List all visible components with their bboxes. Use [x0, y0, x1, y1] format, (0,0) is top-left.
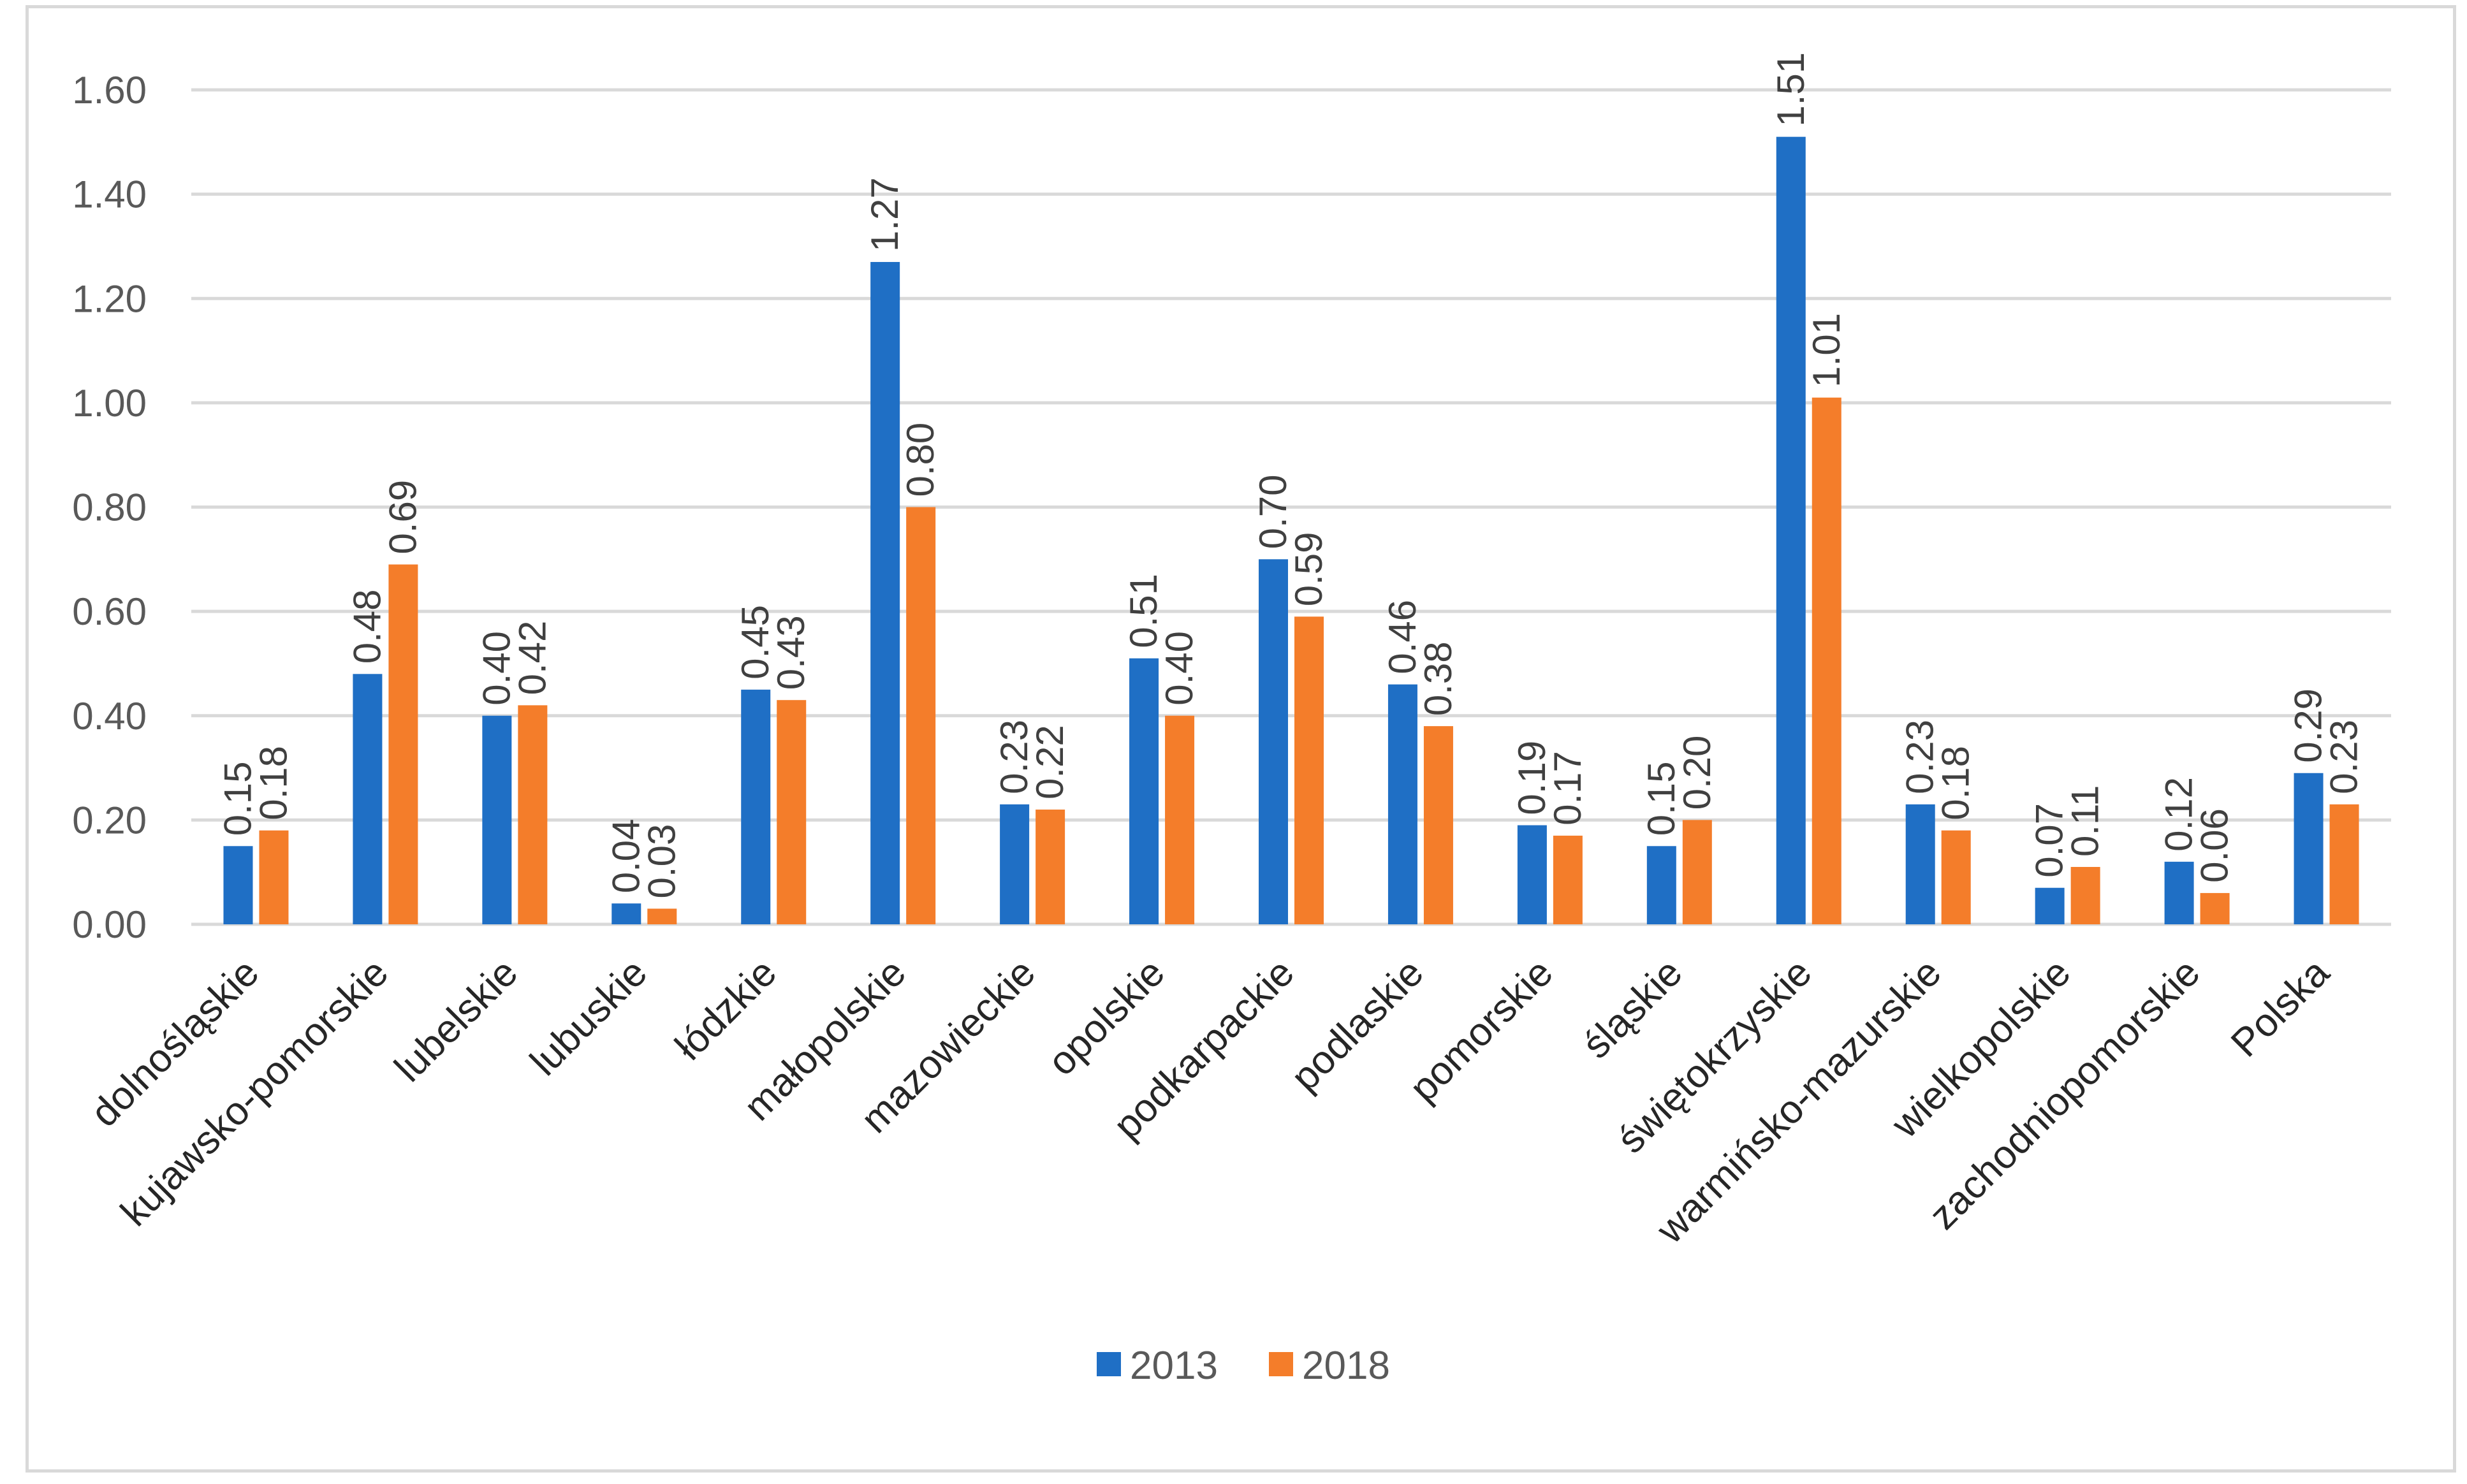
- bar-2018-15: [2200, 892, 2230, 924]
- bar-2018-12: [1812, 397, 1841, 924]
- bar-2018-0: [259, 830, 289, 924]
- data-label-2018-6: 0.22: [1029, 725, 1071, 799]
- data-label-2013-2: 0.40: [475, 631, 518, 706]
- legend-swatch-2013: [1097, 1352, 1121, 1376]
- data-label-2013-10: 0.19: [1511, 741, 1553, 815]
- chart-canvas: 0.00 0.20 0.40 0.60 0.80 1.00 1.20 1.40 1.60 0.1…: [72, 52, 2391, 1388]
- gridlines: [191, 88, 2391, 926]
- y-tick-label: 0.80: [72, 486, 147, 529]
- data-label-2013-11: 0.15: [1640, 762, 1683, 836]
- bar-2018-3: [647, 908, 677, 924]
- bar-2013-8: [1259, 559, 1288, 924]
- bar-2013-5: [870, 261, 900, 925]
- bar-2013-1: [353, 674, 383, 924]
- bar-2018-13: [1941, 830, 1971, 924]
- data-label-2013-3: 0.04: [604, 818, 647, 893]
- bar-2018-8: [1294, 616, 1324, 924]
- bar-2013-3: [611, 903, 641, 924]
- bar-2018-7: [1165, 715, 1195, 924]
- data-label-2018-9: 0.38: [1417, 641, 1460, 716]
- data-label-2018-13: 0.18: [1935, 746, 1977, 820]
- bar-2013-0: [223, 846, 253, 924]
- data-label-2018-10: 0.17: [1546, 751, 1589, 826]
- bar-2013-7: [1129, 658, 1159, 924]
- bar-2013-11: [1646, 846, 1676, 924]
- data-label-2018-12: 1.01: [1805, 313, 1848, 388]
- category-label: lubuskie: [522, 950, 656, 1084]
- data-label-2018-15: 0.06: [2193, 808, 2236, 883]
- bar-2018-4: [777, 700, 807, 924]
- y-tick-label: 0.20: [72, 799, 147, 841]
- data-label-2018-4: 0.43: [770, 615, 812, 690]
- y-axis-tick-labels: 0.00 0.20 0.40 0.60 0.80 1.00 1.20 1.40 1.60: [72, 69, 147, 946]
- data-label-2013-1: 0.48: [346, 590, 388, 664]
- legend-label-2018: 2018: [1302, 1344, 1390, 1388]
- y-tick-label: 1.40: [72, 173, 147, 216]
- bar-2013-12: [1776, 136, 1806, 925]
- data-label-2018-16: 0.23: [2323, 720, 2366, 794]
- data-label-2013-5: 1.27: [863, 177, 906, 252]
- bar-2018-9: [1423, 726, 1453, 924]
- category-labels: dolnośląskiekujawsko-pomorskielubelskiel…: [82, 950, 2338, 1253]
- bar-2018-6: [1036, 810, 1065, 924]
- data-label-2013-4: 0.45: [734, 605, 777, 680]
- data-label-2013-15: 0.12: [2158, 777, 2200, 852]
- bar-2013-6: [1000, 804, 1030, 924]
- bar-2018-2: [518, 705, 548, 924]
- category-label: opolskie: [1039, 950, 1173, 1084]
- bar-2013-14: [2035, 887, 2065, 924]
- data-label-2013-6: 0.23: [993, 720, 1036, 794]
- bar-2013-15: [2164, 861, 2194, 924]
- bar-2018-14: [2070, 867, 2100, 924]
- data-label-2018-3: 0.03: [640, 824, 683, 899]
- data-label-2018-11: 0.20: [1676, 736, 1718, 810]
- y-tick-label: 0.40: [72, 695, 147, 738]
- category-label: lubelskie: [386, 950, 526, 1090]
- category-label: śląskie: [1574, 950, 1691, 1067]
- legend: 2013 2018: [1097, 1344, 1390, 1388]
- data-label-2013-12: 1.51: [1769, 52, 1812, 127]
- data-label-2013-9: 0.46: [1381, 600, 1424, 674]
- data-label-2013-13: 0.23: [1899, 720, 1942, 794]
- legend-label-2013: 2013: [1130, 1344, 1218, 1388]
- y-tick-label: 1.00: [72, 382, 147, 425]
- bar-2013-10: [1517, 825, 1547, 924]
- bar-2018-16: [2329, 804, 2359, 924]
- data-label-2018-14: 0.11: [2064, 785, 2107, 857]
- bar-2013-13: [1905, 804, 1935, 924]
- data-label-2013-0: 0.15: [216, 762, 259, 836]
- data-labels: 0.150.180.480.690.400.420.040.030.450.43…: [216, 52, 2365, 899]
- bars: [223, 136, 2359, 925]
- data-label-2018-0: 0.18: [252, 746, 295, 820]
- data-label-2018-8: 0.59: [1287, 532, 1330, 607]
- data-label-2018-5: 0.80: [899, 423, 942, 497]
- data-label-2013-14: 0.07: [2028, 803, 2071, 878]
- y-tick-label: 0.60: [72, 590, 147, 633]
- data-label-2018-2: 0.42: [511, 621, 553, 695]
- bar-2018-11: [1682, 820, 1712, 924]
- category-label: łódzkie: [667, 950, 785, 1068]
- data-label-2013-7: 0.51: [1122, 574, 1165, 648]
- bar-2018-1: [388, 564, 418, 924]
- bar-2018-10: [1553, 835, 1583, 924]
- bar-2013-2: [482, 715, 512, 924]
- data-label-2013-8: 0.70: [1252, 475, 1294, 549]
- y-tick-label: 1.20: [72, 277, 147, 320]
- legend-swatch-2018: [1269, 1352, 1293, 1376]
- category-label: pomorskie: [1402, 950, 1562, 1110]
- bar-2013-16: [2294, 773, 2324, 924]
- bar-2013-4: [741, 689, 771, 924]
- y-tick-label: 0.00: [72, 903, 147, 946]
- data-label-2013-16: 0.29: [2287, 688, 2330, 763]
- chart-frame: 0.00 0.20 0.40 0.60 0.80 1.00 1.20 1.40 1.60 0.1…: [26, 5, 2456, 1473]
- bar-2018-5: [906, 507, 936, 924]
- data-label-2018-1: 0.69: [381, 480, 424, 555]
- category-label: Polska: [2223, 950, 2338, 1066]
- data-label-2018-7: 0.40: [1158, 631, 1201, 706]
- y-tick-label: 1.60: [72, 69, 147, 112]
- bar-2013-9: [1387, 684, 1417, 924]
